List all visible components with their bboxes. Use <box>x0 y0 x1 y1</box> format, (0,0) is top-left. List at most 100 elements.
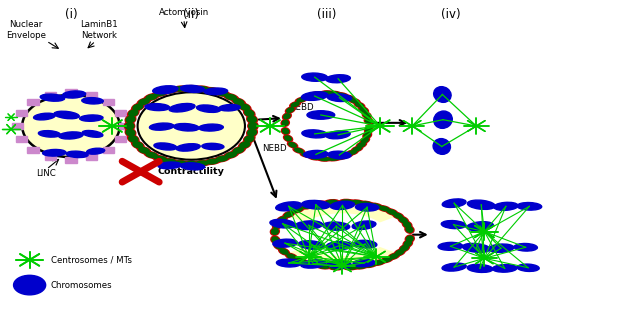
Ellipse shape <box>358 107 368 113</box>
Ellipse shape <box>125 122 135 130</box>
Ellipse shape <box>318 265 329 268</box>
FancyBboxPatch shape <box>16 136 27 142</box>
Ellipse shape <box>392 212 404 219</box>
Ellipse shape <box>363 113 370 117</box>
Ellipse shape <box>307 262 317 266</box>
Ellipse shape <box>362 138 368 143</box>
Ellipse shape <box>300 260 326 268</box>
Ellipse shape <box>395 250 404 255</box>
Ellipse shape <box>328 151 351 159</box>
Ellipse shape <box>348 151 357 154</box>
Ellipse shape <box>137 146 151 154</box>
Ellipse shape <box>282 120 288 125</box>
Ellipse shape <box>358 143 365 147</box>
Ellipse shape <box>281 128 290 135</box>
Ellipse shape <box>247 116 257 123</box>
Ellipse shape <box>326 200 337 204</box>
Text: NEBD: NEBD <box>262 144 287 152</box>
Ellipse shape <box>325 200 339 204</box>
Ellipse shape <box>280 249 288 254</box>
Ellipse shape <box>331 266 342 269</box>
FancyBboxPatch shape <box>27 99 38 105</box>
Ellipse shape <box>133 104 143 110</box>
Ellipse shape <box>225 152 236 158</box>
Ellipse shape <box>247 128 257 137</box>
Ellipse shape <box>284 114 290 119</box>
Ellipse shape <box>296 259 305 263</box>
Ellipse shape <box>248 122 258 130</box>
Ellipse shape <box>302 94 315 99</box>
Ellipse shape <box>183 86 200 91</box>
Ellipse shape <box>274 223 281 228</box>
Ellipse shape <box>204 159 221 164</box>
Ellipse shape <box>517 264 539 272</box>
FancyBboxPatch shape <box>115 110 126 116</box>
Ellipse shape <box>514 243 537 251</box>
Ellipse shape <box>327 157 341 161</box>
Ellipse shape <box>394 249 405 256</box>
Ellipse shape <box>164 159 176 164</box>
Ellipse shape <box>353 259 375 267</box>
Ellipse shape <box>272 237 279 243</box>
Ellipse shape <box>381 257 393 263</box>
Ellipse shape <box>293 148 305 153</box>
Ellipse shape <box>154 143 177 150</box>
Ellipse shape <box>339 199 354 204</box>
Ellipse shape <box>217 91 228 96</box>
Ellipse shape <box>330 201 355 209</box>
Ellipse shape <box>366 128 371 133</box>
Text: Chromosomes: Chromosomes <box>51 281 112 289</box>
Ellipse shape <box>277 216 287 223</box>
Ellipse shape <box>327 261 352 268</box>
Ellipse shape <box>466 222 494 231</box>
Ellipse shape <box>286 107 295 113</box>
Ellipse shape <box>196 87 208 91</box>
Ellipse shape <box>176 144 201 151</box>
Ellipse shape <box>322 91 332 94</box>
Ellipse shape <box>271 229 278 234</box>
Ellipse shape <box>364 133 370 138</box>
Ellipse shape <box>240 104 249 110</box>
Ellipse shape <box>382 257 392 262</box>
Ellipse shape <box>389 254 398 259</box>
Ellipse shape <box>194 161 210 166</box>
Ellipse shape <box>152 86 178 94</box>
Ellipse shape <box>225 94 236 100</box>
Ellipse shape <box>281 119 289 126</box>
Ellipse shape <box>173 123 199 131</box>
Ellipse shape <box>344 265 358 270</box>
Ellipse shape <box>155 91 166 96</box>
Ellipse shape <box>329 157 339 160</box>
Ellipse shape <box>139 147 149 153</box>
Ellipse shape <box>300 152 313 157</box>
Ellipse shape <box>207 159 218 164</box>
Ellipse shape <box>144 152 159 158</box>
Ellipse shape <box>288 142 297 148</box>
Ellipse shape <box>287 108 294 112</box>
Ellipse shape <box>128 135 139 143</box>
Ellipse shape <box>326 131 350 139</box>
FancyBboxPatch shape <box>12 123 23 129</box>
Ellipse shape <box>164 88 176 93</box>
Ellipse shape <box>398 216 408 224</box>
Ellipse shape <box>362 112 371 118</box>
Ellipse shape <box>80 115 103 121</box>
Ellipse shape <box>305 261 318 267</box>
Ellipse shape <box>312 201 326 206</box>
Ellipse shape <box>240 142 249 148</box>
Ellipse shape <box>350 99 358 103</box>
Ellipse shape <box>125 123 134 129</box>
Ellipse shape <box>394 213 402 218</box>
Ellipse shape <box>232 98 246 106</box>
Ellipse shape <box>129 110 138 116</box>
Ellipse shape <box>144 94 159 100</box>
Ellipse shape <box>183 161 200 166</box>
Ellipse shape <box>137 98 151 106</box>
FancyBboxPatch shape <box>104 147 115 153</box>
Ellipse shape <box>270 228 280 235</box>
Ellipse shape <box>320 91 334 95</box>
Ellipse shape <box>249 123 257 129</box>
Ellipse shape <box>314 202 325 205</box>
FancyBboxPatch shape <box>16 110 27 116</box>
Ellipse shape <box>245 110 254 116</box>
